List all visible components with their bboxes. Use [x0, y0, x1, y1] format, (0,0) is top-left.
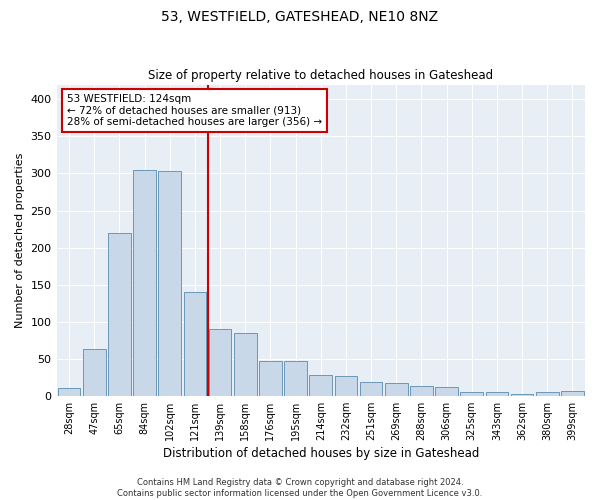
- Title: Size of property relative to detached houses in Gateshead: Size of property relative to detached ho…: [148, 69, 493, 82]
- Bar: [209, 329, 232, 396]
- Bar: [133, 170, 156, 396]
- Y-axis label: Number of detached properties: Number of detached properties: [15, 152, 25, 328]
- Text: Contains HM Land Registry data © Crown copyright and database right 2024.
Contai: Contains HM Land Registry data © Crown c…: [118, 478, 482, 498]
- Bar: [511, 394, 533, 396]
- Bar: [58, 388, 80, 396]
- X-axis label: Distribution of detached houses by size in Gateshead: Distribution of detached houses by size …: [163, 447, 479, 460]
- Bar: [335, 376, 357, 396]
- Text: 53, WESTFIELD, GATESHEAD, NE10 8NZ: 53, WESTFIELD, GATESHEAD, NE10 8NZ: [161, 10, 439, 24]
- Bar: [310, 375, 332, 396]
- Bar: [385, 383, 407, 396]
- Bar: [158, 172, 181, 396]
- Bar: [284, 361, 307, 396]
- Bar: [561, 390, 584, 396]
- Bar: [184, 292, 206, 396]
- Bar: [536, 392, 559, 396]
- Bar: [460, 392, 483, 396]
- Bar: [108, 233, 131, 396]
- Bar: [259, 361, 282, 396]
- Bar: [410, 386, 433, 396]
- Bar: [83, 349, 106, 396]
- Text: 53 WESTFIELD: 124sqm
← 72% of detached houses are smaller (913)
28% of semi-deta: 53 WESTFIELD: 124sqm ← 72% of detached h…: [67, 94, 322, 127]
- Bar: [360, 382, 382, 396]
- Bar: [234, 333, 257, 396]
- Bar: [485, 392, 508, 396]
- Bar: [435, 387, 458, 396]
